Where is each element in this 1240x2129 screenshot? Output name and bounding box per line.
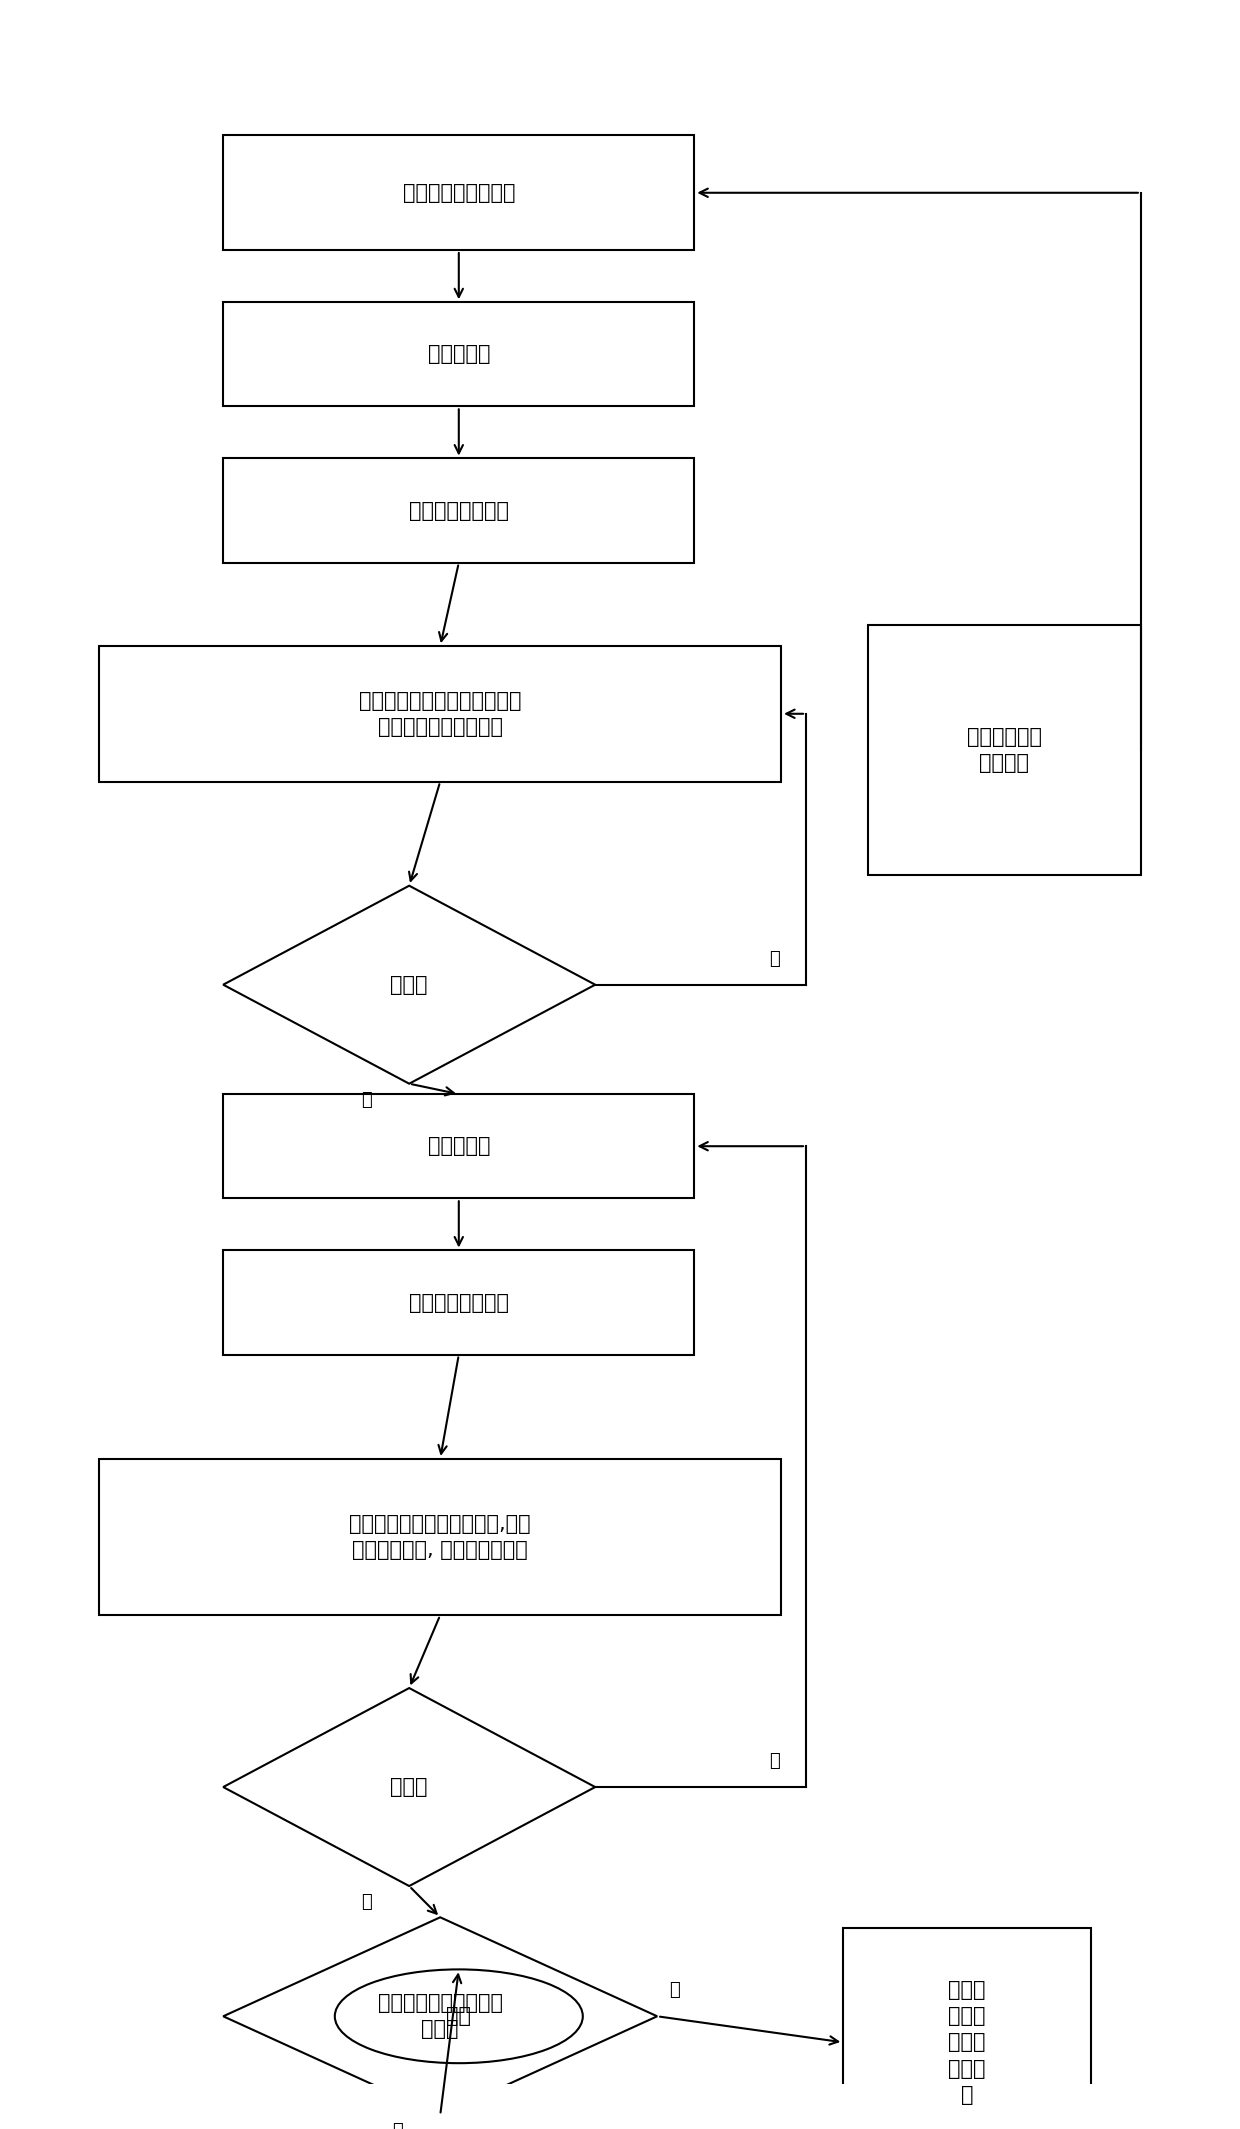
Text: 否: 否 [769, 950, 780, 969]
Text: 否: 否 [670, 1982, 681, 1999]
Text: 保持上一层实心单元不变根据
最佳准则更新密度变量: 保持上一层实心单元不变根据 最佳准则更新密度变量 [358, 690, 522, 737]
FancyBboxPatch shape [223, 1094, 694, 1199]
FancyBboxPatch shape [223, 136, 694, 249]
FancyBboxPatch shape [868, 626, 1141, 875]
Text: 否: 否 [769, 1752, 780, 1769]
FancyBboxPatch shape [223, 1250, 694, 1354]
FancyBboxPatch shape [843, 1927, 1091, 2129]
Text: 是: 是 [392, 2123, 403, 2129]
Text: 灵敏度计算和过滤: 灵敏度计算和过滤 [409, 1292, 508, 1311]
Text: 灵敏度计算和过滤: 灵敏度计算和过滤 [409, 500, 508, 522]
Text: 是: 是 [361, 1090, 372, 1109]
Text: 有限元分析: 有限元分析 [428, 1137, 490, 1156]
Ellipse shape [335, 1969, 583, 2063]
Text: 最大迭代数或体积约束
满足否: 最大迭代数或体积约束 满足否 [378, 1993, 502, 2040]
Text: 修改保
留单元
数和增
大体积
比: 修改保 留单元 数和增 大体积 比 [949, 1980, 986, 2106]
FancyBboxPatch shape [99, 1458, 781, 1616]
FancyBboxPatch shape [223, 302, 694, 407]
Text: 是: 是 [361, 1893, 372, 1912]
Text: 结束: 结束 [446, 2006, 471, 2027]
Polygon shape [223, 1688, 595, 1886]
Text: 有限元分析: 有限元分析 [428, 345, 490, 364]
Text: 下一层优化模
型的建立: 下一层优化模 型的建立 [967, 726, 1042, 773]
Polygon shape [223, 1918, 657, 2116]
Text: 根据最佳准则更新密度变量,保持
实心单元不变, 抑制低密度单元: 根据最佳准则更新密度变量,保持 实心单元不变, 抑制低密度单元 [350, 1514, 531, 1561]
Text: 收敛否: 收敛否 [391, 975, 428, 994]
FancyBboxPatch shape [223, 458, 694, 562]
Text: 初始优化模型的建立: 初始优化模型的建立 [403, 183, 515, 202]
FancyBboxPatch shape [99, 645, 781, 781]
Polygon shape [223, 886, 595, 1084]
Text: 收敛否: 收敛否 [391, 1778, 428, 1797]
